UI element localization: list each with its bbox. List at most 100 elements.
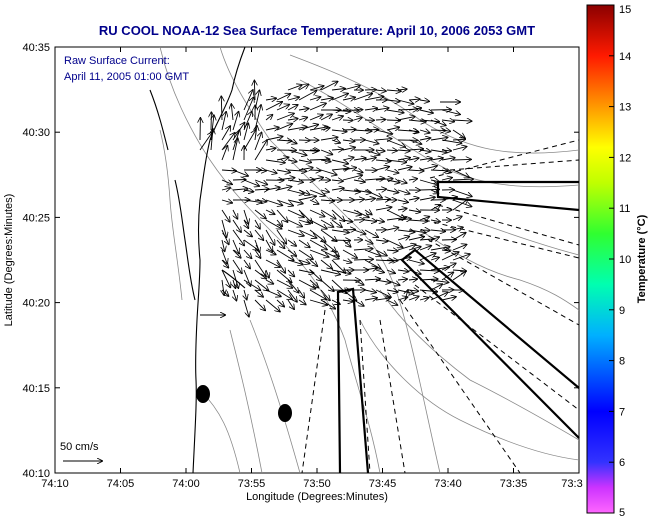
current-vector — [221, 200, 232, 203]
current-vector — [353, 249, 373, 250]
current-vector — [441, 170, 451, 173]
current-vector — [276, 289, 292, 299]
current-vector — [441, 178, 452, 180]
current-vector — [397, 219, 411, 220]
current-vector — [375, 298, 390, 300]
current-vector — [221, 209, 230, 222]
current-vector — [419, 166, 437, 171]
colorbar-tick-label: 10 — [619, 254, 631, 266]
current-vector — [331, 188, 344, 190]
current-vector — [221, 229, 229, 244]
colorbar-tick-label: 12 — [619, 152, 631, 164]
current-vector — [320, 82, 338, 91]
y-tick-label: 40:10 — [22, 468, 50, 480]
current-vector — [452, 272, 466, 281]
current-vector — [397, 236, 409, 240]
current-vector — [331, 110, 350, 112]
current-vector — [419, 279, 438, 280]
current-vector — [287, 140, 297, 143]
current-vector — [430, 180, 439, 182]
current-vector — [298, 220, 310, 224]
x-tick-label: 73:40 — [434, 478, 462, 490]
current-vector — [331, 130, 347, 132]
current-vector — [408, 108, 421, 110]
current-vector — [353, 230, 365, 234]
current-vector — [254, 179, 267, 185]
current-vector — [364, 268, 377, 270]
current-vector — [298, 270, 314, 273]
current-vector — [243, 124, 248, 141]
current-vector — [287, 279, 299, 293]
current-vector — [386, 228, 398, 230]
current-vector — [233, 279, 235, 288]
current-vector — [320, 289, 330, 300]
y-tick-label: 40:35 — [22, 42, 50, 54]
current-vector — [441, 109, 460, 114]
current-vector — [287, 219, 302, 227]
current-vector — [221, 259, 228, 268]
current-vector — [441, 158, 455, 160]
current-vector — [320, 239, 336, 252]
current-vector — [265, 280, 273, 284]
current-vector — [276, 249, 294, 260]
current-vector — [265, 148, 276, 150]
current-vector — [353, 209, 369, 217]
current-vector — [375, 249, 387, 256]
current-vector — [331, 240, 350, 241]
current-vector — [342, 157, 354, 160]
current-vector — [364, 178, 384, 180]
current-vector — [452, 139, 465, 140]
current-vector — [287, 127, 307, 130]
current-vector — [408, 120, 426, 122]
colorbar-tick-label: 7 — [619, 406, 625, 418]
y-tick-label: 40:15 — [22, 383, 50, 395]
current-vector — [298, 229, 316, 238]
x-tick-label: 73:50 — [303, 478, 331, 490]
current-vector — [287, 209, 304, 217]
current-vector — [232, 189, 248, 190]
current-vector — [386, 110, 404, 113]
current-vector — [232, 239, 239, 253]
current-vector — [287, 269, 294, 276]
current-vector — [320, 229, 337, 241]
scale-label: 50 cm/s — [60, 441, 99, 453]
current-vector — [287, 299, 294, 309]
current-vector — [331, 209, 344, 221]
current-vector — [408, 99, 420, 100]
current-vector — [287, 289, 297, 302]
current-vector — [397, 117, 415, 120]
current-vector — [320, 190, 329, 192]
current-vector — [298, 109, 309, 111]
current-vector — [276, 299, 284, 307]
current-vector — [430, 220, 440, 222]
current-vector — [309, 269, 321, 281]
current-vector — [419, 130, 430, 133]
current-vector — [375, 220, 384, 222]
current-vector — [309, 239, 327, 250]
current-vector — [419, 189, 439, 190]
current-vector — [353, 118, 362, 120]
current-vector — [232, 249, 241, 258]
current-vector — [309, 279, 318, 288]
current-vector — [287, 259, 303, 264]
current-vector — [265, 170, 277, 173]
current-vector — [364, 298, 377, 300]
current-vector — [243, 98, 254, 121]
current-vector — [287, 119, 298, 120]
current-vector — [243, 179, 259, 186]
current-vector — [342, 249, 357, 258]
current-vector — [441, 272, 453, 281]
current-vector — [375, 108, 389, 110]
current-vector — [430, 205, 440, 211]
current-vector — [441, 250, 450, 251]
current-vector — [221, 126, 230, 141]
current-vector — [386, 180, 400, 183]
current-vector — [276, 124, 292, 131]
radar-radials — [301, 139, 580, 474]
current-vector — [397, 89, 407, 90]
current-vector — [265, 210, 275, 214]
current-vector — [364, 130, 378, 131]
current-vector — [276, 187, 291, 190]
current-vector — [232, 219, 241, 232]
colorbar-tick-label: 5 — [619, 507, 625, 519]
